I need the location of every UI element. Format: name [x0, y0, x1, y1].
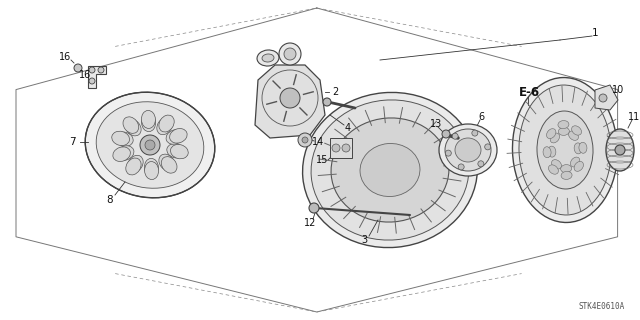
Ellipse shape — [112, 131, 129, 146]
Circle shape — [342, 144, 350, 152]
Polygon shape — [330, 138, 352, 158]
Ellipse shape — [125, 119, 141, 136]
Text: 13: 13 — [430, 119, 442, 129]
Text: 16: 16 — [79, 70, 91, 80]
Ellipse shape — [113, 147, 131, 162]
Text: 4: 4 — [345, 123, 351, 133]
Polygon shape — [88, 66, 106, 88]
Ellipse shape — [547, 129, 556, 139]
Polygon shape — [595, 85, 618, 110]
Text: 2: 2 — [332, 87, 338, 97]
Circle shape — [323, 98, 331, 106]
Circle shape — [298, 133, 312, 147]
Ellipse shape — [331, 118, 449, 222]
Ellipse shape — [167, 144, 184, 158]
Ellipse shape — [574, 162, 584, 171]
Ellipse shape — [157, 118, 172, 135]
Circle shape — [332, 144, 340, 152]
Ellipse shape — [548, 146, 556, 157]
Ellipse shape — [455, 138, 481, 162]
Ellipse shape — [558, 121, 569, 129]
Circle shape — [145, 140, 155, 150]
Ellipse shape — [145, 162, 159, 180]
Circle shape — [484, 144, 491, 150]
Circle shape — [599, 94, 607, 102]
Ellipse shape — [360, 143, 420, 196]
Ellipse shape — [141, 114, 156, 132]
Circle shape — [458, 164, 464, 170]
Text: 10: 10 — [612, 85, 624, 95]
Ellipse shape — [550, 133, 559, 143]
Text: 16: 16 — [59, 52, 71, 62]
Circle shape — [445, 150, 451, 156]
Text: E-6: E-6 — [518, 85, 540, 99]
Ellipse shape — [568, 131, 579, 140]
Circle shape — [309, 203, 319, 213]
Ellipse shape — [572, 126, 582, 135]
Ellipse shape — [141, 110, 156, 128]
Ellipse shape — [519, 85, 611, 215]
Ellipse shape — [116, 146, 134, 160]
Circle shape — [74, 64, 82, 72]
Circle shape — [279, 43, 301, 65]
Circle shape — [98, 67, 104, 73]
Circle shape — [280, 88, 300, 108]
Ellipse shape — [579, 142, 587, 153]
Text: 7: 7 — [68, 137, 76, 147]
Circle shape — [442, 130, 450, 138]
Circle shape — [140, 135, 160, 155]
Ellipse shape — [161, 156, 177, 173]
Ellipse shape — [513, 77, 618, 222]
Text: 1: 1 — [592, 28, 598, 38]
Ellipse shape — [159, 115, 174, 132]
Ellipse shape — [123, 117, 139, 133]
Polygon shape — [255, 65, 325, 138]
Ellipse shape — [96, 102, 204, 188]
Text: 8: 8 — [107, 195, 113, 205]
Ellipse shape — [543, 147, 551, 158]
Circle shape — [89, 67, 95, 73]
Ellipse shape — [561, 172, 572, 180]
Ellipse shape — [570, 157, 580, 167]
Ellipse shape — [552, 160, 561, 169]
Text: 14: 14 — [312, 137, 324, 147]
Circle shape — [452, 133, 458, 139]
Ellipse shape — [159, 154, 175, 171]
Ellipse shape — [126, 158, 141, 175]
Ellipse shape — [445, 129, 491, 171]
Ellipse shape — [558, 127, 570, 135]
Text: 6: 6 — [478, 112, 484, 122]
Ellipse shape — [561, 164, 572, 173]
Text: STK4E0610A: STK4E0610A — [579, 302, 625, 311]
Text: 3: 3 — [361, 235, 367, 245]
Circle shape — [302, 137, 308, 143]
Circle shape — [615, 145, 625, 155]
Ellipse shape — [145, 158, 158, 176]
Text: 15: 15 — [316, 155, 328, 165]
Ellipse shape — [170, 129, 187, 143]
Ellipse shape — [537, 111, 593, 189]
Circle shape — [472, 130, 478, 136]
Ellipse shape — [257, 50, 279, 66]
Ellipse shape — [606, 129, 634, 171]
Text: 11: 11 — [628, 112, 640, 122]
Ellipse shape — [166, 130, 184, 144]
Ellipse shape — [170, 144, 188, 159]
Ellipse shape — [262, 54, 274, 62]
Ellipse shape — [548, 165, 558, 174]
Circle shape — [89, 78, 95, 84]
Ellipse shape — [85, 92, 215, 198]
Ellipse shape — [115, 132, 133, 146]
Text: 12: 12 — [304, 218, 316, 228]
Ellipse shape — [574, 143, 582, 154]
Ellipse shape — [439, 124, 497, 176]
Ellipse shape — [303, 92, 477, 248]
Ellipse shape — [311, 100, 469, 240]
Circle shape — [284, 48, 296, 60]
Circle shape — [478, 161, 484, 167]
Ellipse shape — [128, 155, 143, 172]
